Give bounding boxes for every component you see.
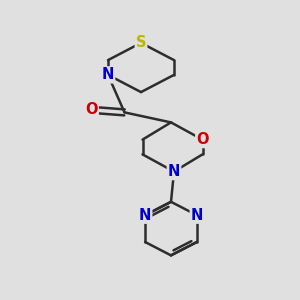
Text: N: N <box>102 68 114 82</box>
Text: O: O <box>196 132 209 147</box>
Text: O: O <box>85 103 98 118</box>
Text: N: N <box>168 164 180 179</box>
Text: S: S <box>136 35 146 50</box>
Text: N: N <box>191 208 203 223</box>
Text: N: N <box>139 208 151 223</box>
